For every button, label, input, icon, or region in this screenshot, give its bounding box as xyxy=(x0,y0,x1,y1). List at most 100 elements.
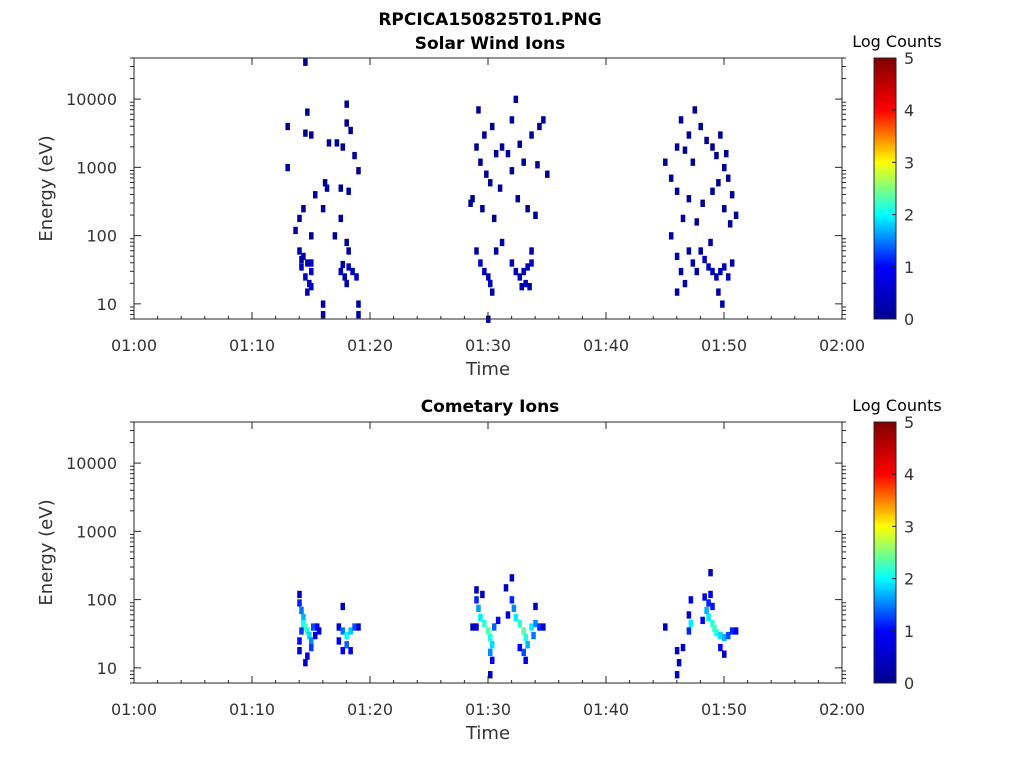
heatmap-cell xyxy=(299,606,304,615)
heatmap-cell xyxy=(727,220,733,228)
y-tick-label: 10000 xyxy=(66,90,117,109)
heatmap-cell xyxy=(495,616,501,625)
heatmap-cell xyxy=(533,602,538,611)
x-tick-label: 01:40 xyxy=(583,336,629,355)
colorbar-tick-label: 5 xyxy=(904,413,914,432)
heatmap-cell xyxy=(686,627,692,635)
heatmap-cell xyxy=(663,623,668,631)
heatmap-cell xyxy=(305,108,310,116)
heatmap-cell xyxy=(336,637,342,645)
heatmap-cell xyxy=(316,627,322,635)
heatmap-cell xyxy=(489,656,495,664)
heatmap-cell xyxy=(716,288,721,296)
colorbar-tick-label: 1 xyxy=(904,258,914,277)
heatmap-cell xyxy=(474,143,479,151)
heatmap-cell xyxy=(470,195,475,203)
heatmap-cell xyxy=(488,279,493,288)
heatmap-cell xyxy=(340,627,346,635)
cometary-title: Cometary Ions xyxy=(421,397,560,417)
heatmap-cell xyxy=(537,122,542,131)
heatmap-cell xyxy=(346,187,351,195)
heatmap-cell xyxy=(525,263,530,271)
heatmap-cell xyxy=(350,267,355,276)
heatmap-cell xyxy=(344,119,349,127)
heatmap-cell xyxy=(521,267,526,276)
x-tick-label: 01:10 xyxy=(229,336,275,355)
heatmap-cell xyxy=(356,167,361,175)
heatmap-cell xyxy=(690,158,696,166)
heatmap-cell xyxy=(297,637,302,645)
heatmap-cell xyxy=(468,199,473,207)
heatmap-cell xyxy=(503,584,509,592)
heatmap-cell xyxy=(297,247,302,255)
x-axis-label: Time xyxy=(465,723,510,744)
heatmap-cell xyxy=(523,656,528,664)
heatmap-cell xyxy=(346,263,351,271)
heatmap-cell xyxy=(309,131,314,139)
heatmap-cell xyxy=(533,619,538,628)
heatmap-cell xyxy=(486,627,491,635)
heatmap-cell xyxy=(680,214,686,223)
heatmap-cell xyxy=(722,633,727,642)
heatmap-cell xyxy=(344,631,349,640)
heatmap-cell xyxy=(698,247,703,255)
heatmap-cell xyxy=(334,139,340,147)
heatmap-cell xyxy=(482,267,487,276)
heatmap-cell xyxy=(493,247,499,255)
heatmap-cell xyxy=(686,195,692,203)
heatmap-cell xyxy=(470,623,475,631)
heatmap-cell xyxy=(513,613,519,622)
heatmap-cell xyxy=(354,273,359,281)
heatmap-cell xyxy=(505,150,511,158)
heatmap-cell xyxy=(480,590,485,599)
x-tick-label: 01:20 xyxy=(347,700,393,719)
heatmap-cell xyxy=(668,174,674,182)
heatmap-cell xyxy=(309,643,314,652)
heatmap-cell xyxy=(515,195,521,203)
heatmap-cell xyxy=(700,199,705,207)
heatmap-cell xyxy=(340,647,346,655)
heatmap-cell xyxy=(314,623,320,631)
heatmap-cell xyxy=(714,273,719,281)
heatmap-cell xyxy=(488,179,493,187)
heatmap-cell xyxy=(344,238,349,247)
heatmap-cell xyxy=(297,647,302,655)
heatmap-cell xyxy=(489,641,495,649)
heatmap-cell xyxy=(474,623,479,631)
heatmap-cell xyxy=(322,179,328,187)
heatmap-cell xyxy=(686,131,692,139)
y-axis-label: Energy (eV) xyxy=(36,135,57,241)
heatmap-cell xyxy=(729,191,735,199)
heatmap-cell xyxy=(338,184,344,192)
x-tick-label: 01:30 xyxy=(465,700,511,719)
colorbar-tick-label: 2 xyxy=(904,206,914,225)
heatmap-cell xyxy=(484,170,489,178)
heatmap-cell xyxy=(305,652,310,660)
y-tick-label: 10 xyxy=(97,295,117,314)
heatmap-cell xyxy=(718,267,723,276)
heatmap-cell xyxy=(474,586,479,594)
heatmap-cell xyxy=(676,659,682,667)
heatmap-cell xyxy=(356,311,361,319)
heatmap-cell xyxy=(541,116,546,124)
y-axis-label: Energy (eV) xyxy=(36,499,57,605)
solar-wind-title: Solar Wind Ions xyxy=(415,34,566,54)
heatmap-cell xyxy=(509,167,515,175)
heatmap-cell xyxy=(340,602,346,611)
heatmap-cell xyxy=(533,211,538,219)
heatmap-cell xyxy=(529,131,534,139)
solar-wind-panel: 01:00 01:10 01:20 01:30 01:40 01:50 02:0010100… xyxy=(36,32,942,380)
heatmap-cell xyxy=(474,247,479,255)
y-tick-label: 1000 xyxy=(76,158,117,177)
heatmap-cell xyxy=(545,170,550,178)
colorbar-tick-label: 4 xyxy=(904,465,914,484)
heatmap-cell xyxy=(299,627,304,635)
x-tick-label: 01:40 xyxy=(583,700,629,719)
heatmap-cell xyxy=(724,150,729,158)
heatmap-cell xyxy=(706,599,711,607)
heatmap-cell xyxy=(680,643,686,652)
colorbar xyxy=(873,421,897,684)
heatmap-cell xyxy=(488,633,493,642)
heatmap-cell xyxy=(678,116,684,124)
